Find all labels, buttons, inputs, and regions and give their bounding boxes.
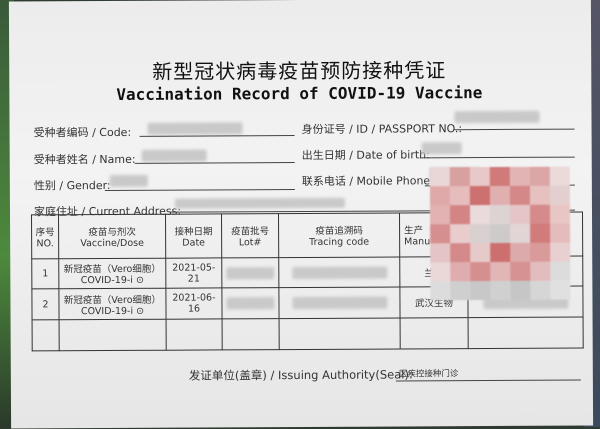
header-cn: 疫苗追溯码 [315,225,363,237]
header-date: 接种日期 Date [165,213,222,259]
gender-label: 性别 / Gender: [33,178,111,193]
issuing-authority-line [395,379,581,382]
row-vaccine: 新冠疫苗（Vero细胞） COVID-19-i ⊙ [58,258,166,289]
row-lot [221,287,280,319]
row-no: 2 [31,288,60,320]
issuing-authority-label: 发证单位(盖章) / Issuing Authority(Seal): [188,367,413,383]
dob-label: 出生日期 / Date of birth: [301,148,430,162]
dob-line [419,156,575,159]
row-vaccine: 新冠疫苗（Vero细胞） COVID-19-i ⊙ [58,288,167,320]
empty-cell [468,317,584,349]
gender-value-redacted [109,174,148,188]
vaccine-en: COVID-19-i ⊙ [80,305,145,317]
empty-cell [222,318,280,350]
document-title: 新型冠状病毒疫苗预防接种凭证 [152,58,447,84]
vaccine-en: COVID-19-i ⊙ [80,274,144,287]
address-value-redacted [174,197,345,209]
header-en: NO. [36,238,54,250]
table-row-empty [32,317,584,351]
lot-redacted [226,297,275,310]
header-en: Vaccine/Dose [80,237,145,250]
row-no: 1 [31,258,59,289]
empty-cell [32,319,60,351]
row-tracing [278,256,400,288]
header-vaccine: 疫苗与剂次 Vaccine/Dose [58,214,166,259]
vaccine-cn: 新冠疫苗（Vero细胞） [63,263,161,276]
header-lot: 疫苗批号 Lot# [221,213,279,258]
issuing-authority-value: 区疾控接种门诊 [398,369,459,380]
code-label: 受种者编码 / Code: [33,125,132,140]
empty-cell [400,317,469,349]
header-en: Tracing code [309,236,370,248]
row-date: 2021-06-16 [165,287,223,320]
header-cn: 接种日期 [174,226,213,238]
name-value-redacted [141,149,207,162]
tracing-redacted [291,296,387,310]
header-cn: 疫苗与剂次 [88,226,136,239]
header-cn: 序号 [35,227,55,239]
row-lot [221,257,279,288]
code-value-redacted [147,122,243,135]
document-subtitle: Vaccination Record of COVID-19 Vaccine [116,83,483,104]
header-en: Date [182,237,206,249]
header-tracing-code: 疫苗追溯码 Tracing code [278,212,400,258]
id-label: 身份证号 / ID / PASSPORT NO.: [301,122,463,136]
gender-line [104,189,295,192]
phone-label: 联系电话 / Mobile Phone: [301,174,434,188]
empty-cell [166,318,223,351]
header-no: 序号 NO. [31,214,59,259]
pixelated-redaction [429,166,571,301]
lot-redacted [226,266,275,279]
vaccine-cn: 新冠疫苗（Vero细胞） [63,294,162,306]
row-tracing [278,286,401,319]
id-line [454,128,575,131]
dob-value-redacted [421,142,462,155]
name-line [134,162,295,164]
empty-cell [59,319,167,351]
header-en: Lot# [238,237,262,249]
header-cn: 疫苗批号 [231,226,270,238]
code-line [139,135,295,137]
vaccination-record-paper: 新型冠状病毒疫苗预防接种凭证 Vaccination Record of COV… [8,0,594,429]
tracing-redacted [291,266,387,279]
name-label: 受种者姓名 / Name: [33,152,136,167]
empty-cell [279,317,401,350]
id-value-redacted [454,110,540,124]
row-date: 2021-05-21 [165,257,222,289]
